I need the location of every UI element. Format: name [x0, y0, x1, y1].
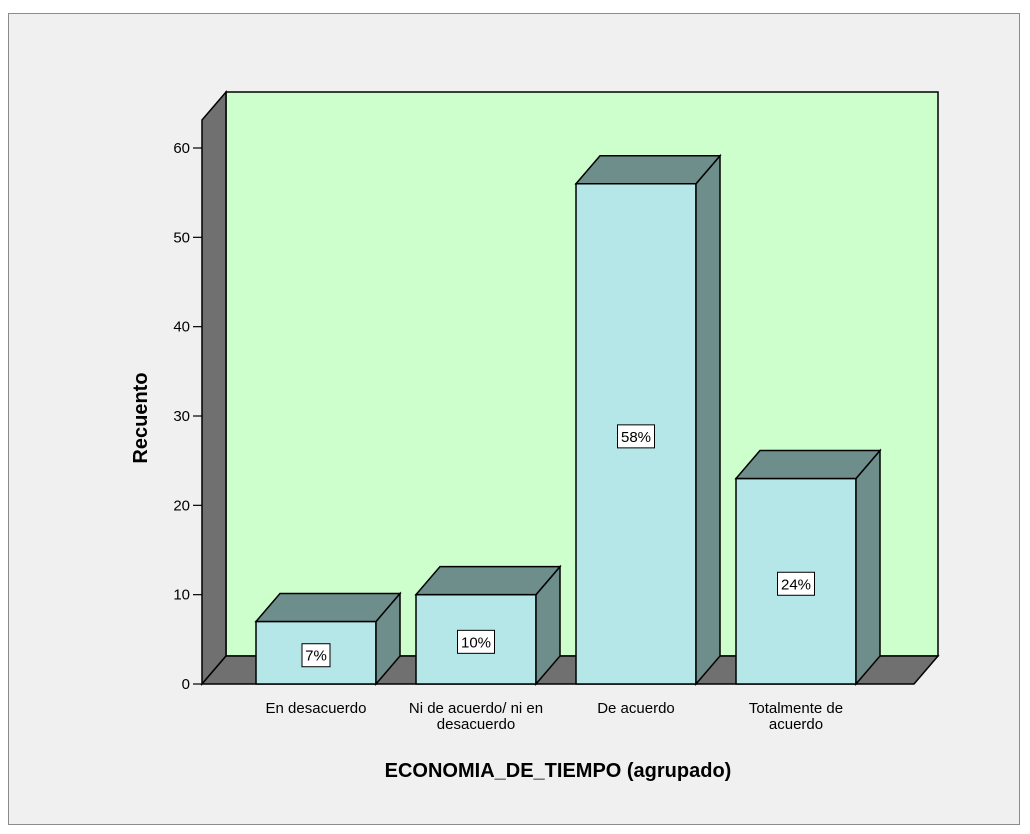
bar-top: [734, 449, 882, 480]
bar-top: [414, 565, 562, 596]
y-tick-label: 30: [173, 408, 190, 425]
data-label-box: [301, 643, 331, 668]
bar-side: [855, 448, 881, 687]
y-tick-label: 40: [173, 319, 190, 336]
category-label: desacuerdo: [437, 716, 515, 733]
bar-chart: 0 10 20 30 40 50 60 7% En desacuerdo 10% Ni de acu…: [130, 89, 940, 782]
y-axis-title: Recuento: [130, 372, 152, 463]
category-label: De acuerdo: [597, 700, 675, 717]
category-label: acuerdo: [769, 716, 823, 733]
chart-frame: 0 10 20 30 40 50 60 7% En desacuerdo 10% Ni de acu…: [8, 13, 1020, 825]
data-label: 7%: [305, 648, 327, 665]
category-label: Ni de acuerdo/ ni en: [409, 700, 543, 717]
data-label: 58%: [621, 429, 651, 446]
y-tick-label: 60: [173, 140, 190, 157]
data-label-box: [777, 571, 815, 596]
side-wall: [201, 89, 227, 687]
y-tick-label: 10: [173, 587, 190, 604]
data-label: 24%: [781, 576, 811, 593]
y-tick-label: 20: [173, 497, 190, 514]
category-label: En desacuerdo: [266, 700, 367, 717]
bar-top: [254, 592, 402, 623]
bar-side: [695, 153, 721, 687]
x-axis-title: ECONOMIA_DE_TIEMPO (agrupado): [385, 760, 732, 782]
bar-top: [574, 154, 722, 185]
y-tick-label: 50: [173, 229, 190, 246]
data-label-box: [457, 629, 495, 654]
data-label-box: [617, 424, 655, 449]
category-label: Totalmente de: [749, 700, 843, 717]
data-label: 10%: [461, 634, 491, 651]
y-tick-label: 0: [182, 676, 190, 693]
